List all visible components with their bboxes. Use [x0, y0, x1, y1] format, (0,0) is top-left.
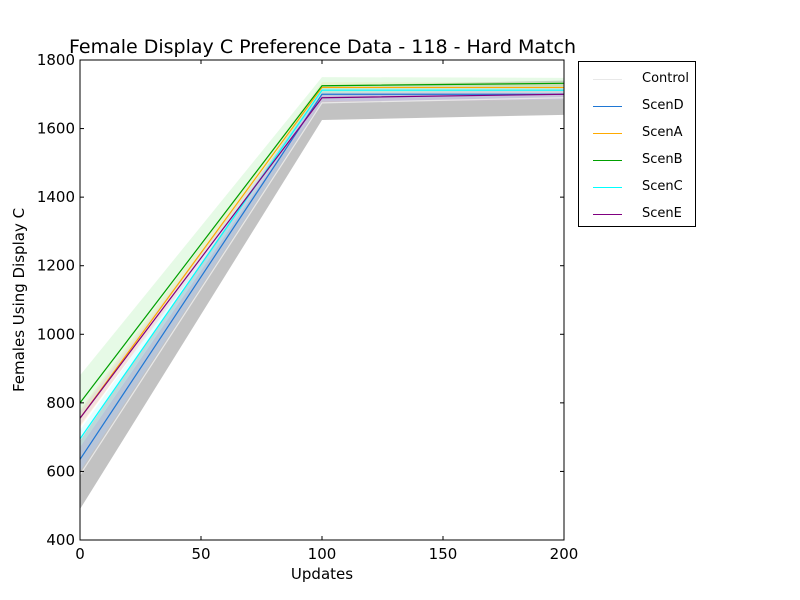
chart-title: Female Display C Preference Data - 118 -…: [69, 36, 576, 58]
legend-label: ScenD: [642, 98, 684, 113]
y-tick-label: 600: [46, 462, 75, 480]
legend-swatch: [593, 160, 622, 161]
series-line-scenc: [79, 89, 564, 440]
legend-swatch: [593, 214, 622, 215]
x-tick-label: 50: [191, 545, 210, 563]
legend-label: ScenA: [642, 125, 683, 140]
x-tick-label: 100: [308, 545, 337, 563]
legend-label: ScenC: [642, 179, 683, 194]
band-scend: [80, 87, 564, 472]
legend-item-scenc: ScenC: [579, 178, 695, 198]
x-axis-label: Updates: [291, 565, 353, 583]
series-line-scena: [79, 86, 564, 419]
legend-swatch: [593, 133, 622, 134]
y-tick-label: 1000: [37, 325, 75, 343]
x-tick-label: 0: [75, 545, 85, 563]
x-tick-label: 200: [550, 545, 579, 563]
y-tick-label: 800: [46, 394, 75, 412]
x-tick-label: 150: [429, 545, 458, 563]
legend-item-scene: ScenE: [579, 205, 695, 225]
legend-item-control: Control: [579, 70, 695, 90]
series-line-scend: [79, 93, 564, 460]
legend: Control ScenD ScenA ScenB ScenC ScenE: [578, 61, 696, 227]
legend-label: Control: [642, 71, 689, 86]
series-line-scene: [79, 93, 565, 419]
y-tick-label: 1600: [37, 120, 75, 138]
series-line-control: [79, 97, 565, 476]
legend-swatch: [593, 187, 622, 188]
series-line-scenb: [79, 82, 565, 404]
legend-item-scend: ScenD: [579, 97, 695, 117]
y-tick-label: 1200: [37, 257, 75, 275]
y-tick-label: 400: [46, 531, 75, 549]
legend-swatch: [593, 79, 622, 80]
legend-label: ScenE: [642, 206, 682, 221]
band-scenc: [80, 85, 564, 448]
y-axis-label: Females Using Display C: [10, 208, 28, 392]
legend-item-scena: ScenA: [579, 124, 695, 144]
y-tick-label: 1400: [37, 188, 75, 206]
legend-label: ScenB: [642, 152, 683, 167]
legend-item-scenb: ScenB: [579, 151, 695, 171]
y-tick-label: 1800: [37, 51, 75, 69]
legend-swatch: [593, 106, 622, 107]
